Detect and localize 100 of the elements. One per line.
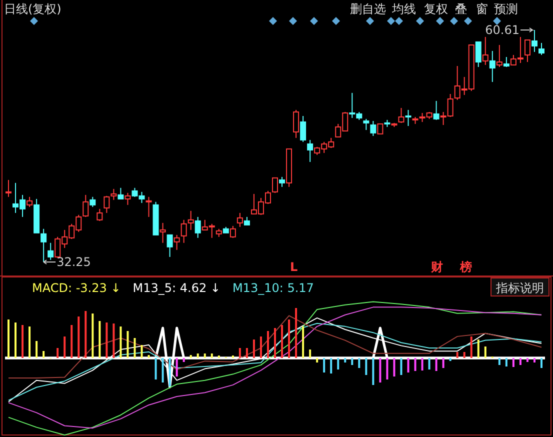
bar bbox=[112, 324, 115, 358]
bar bbox=[92, 314, 94, 358]
bar bbox=[421, 358, 424, 370]
bar bbox=[505, 358, 508, 366]
bar bbox=[477, 340, 480, 358]
text: M13_10: 5.17 bbox=[232, 281, 314, 295]
annotation: L bbox=[290, 260, 298, 274]
bar bbox=[28, 326, 31, 358]
candlestick bbox=[496, 44, 502, 68]
candlestick bbox=[160, 222, 166, 244]
text: 均线 bbox=[391, 2, 416, 16]
candlestick bbox=[48, 242, 54, 260]
bar bbox=[266, 331, 269, 358]
candlestick bbox=[166, 234, 173, 258]
candlestick bbox=[110, 188, 117, 200]
bar bbox=[449, 358, 452, 361]
bar bbox=[22, 325, 24, 358]
candlestick bbox=[503, 56, 510, 68]
bar bbox=[252, 340, 255, 358]
candlestick bbox=[475, 41, 482, 68]
candlestick bbox=[405, 109, 412, 126]
bar bbox=[386, 358, 388, 380]
bar bbox=[134, 338, 136, 358]
candlestick bbox=[174, 234, 180, 250]
bar bbox=[168, 358, 171, 386]
candlestick bbox=[370, 120, 376, 136]
candlestick bbox=[188, 210, 194, 230]
bar bbox=[365, 358, 368, 375]
candlestick bbox=[377, 123, 384, 134]
candlestick bbox=[6, 179, 12, 198]
candlestick bbox=[180, 219, 187, 244]
bar bbox=[393, 358, 396, 376]
candlestick bbox=[194, 216, 201, 238]
bar bbox=[98, 321, 101, 358]
text: 窗 bbox=[476, 2, 488, 16]
candlestick bbox=[96, 208, 103, 222]
candlestick bbox=[82, 194, 89, 218]
bar bbox=[463, 352, 466, 358]
bar bbox=[372, 358, 374, 385]
bar bbox=[435, 358, 438, 371]
candlestick bbox=[104, 195, 110, 214]
bar bbox=[182, 358, 185, 362]
bar bbox=[106, 322, 108, 358]
bar bbox=[78, 316, 80, 358]
bar bbox=[316, 358, 318, 362]
bar bbox=[120, 326, 122, 358]
candlestick bbox=[398, 107, 404, 124]
text: MACD: -3.23 ↓ bbox=[32, 281, 121, 295]
candlestick bbox=[118, 187, 124, 200]
annotation: 32.25 bbox=[56, 255, 91, 269]
bar bbox=[246, 348, 248, 358]
annotation: 60.61 bbox=[485, 23, 520, 37]
bar bbox=[36, 341, 38, 358]
bar bbox=[519, 358, 522, 365]
bar bbox=[70, 325, 73, 358]
bar bbox=[414, 358, 416, 371]
bar bbox=[456, 352, 458, 358]
bar bbox=[176, 358, 178, 376]
bar bbox=[358, 358, 360, 368]
candlestick bbox=[307, 139, 314, 162]
candlestick bbox=[300, 115, 306, 142]
candlestick bbox=[40, 228, 47, 262]
bar bbox=[295, 308, 298, 358]
annotation: 榜 bbox=[459, 260, 472, 274]
annotation: 财 bbox=[430, 260, 443, 274]
bar bbox=[140, 345, 143, 358]
bar bbox=[442, 358, 444, 368]
bar bbox=[484, 346, 486, 358]
bar bbox=[84, 311, 87, 358]
text: 指标说明 bbox=[495, 281, 544, 295]
bar bbox=[498, 358, 500, 365]
bar bbox=[428, 358, 430, 370]
candlestick bbox=[482, 36, 488, 66]
candlestick bbox=[489, 50, 496, 82]
text: M13_5: 4.62 ↓ bbox=[132, 281, 220, 295]
bar bbox=[238, 348, 241, 358]
text: 删自选 bbox=[350, 2, 386, 16]
candlestick bbox=[538, 42, 544, 56]
candlestick bbox=[363, 118, 370, 130]
bar bbox=[14, 322, 17, 358]
candlestick bbox=[124, 192, 131, 206]
bar bbox=[281, 325, 284, 358]
bar bbox=[64, 336, 66, 358]
bar bbox=[351, 358, 354, 365]
candlestick bbox=[272, 177, 278, 194]
candlestick bbox=[531, 30, 538, 52]
bar bbox=[204, 354, 206, 358]
bar bbox=[379, 358, 382, 382]
bar bbox=[309, 350, 312, 358]
bar bbox=[274, 328, 276, 358]
bar bbox=[42, 351, 45, 358]
bar bbox=[56, 348, 59, 358]
bar bbox=[8, 320, 10, 358]
bar bbox=[260, 336, 262, 358]
candlestick bbox=[524, 39, 530, 62]
candlestick bbox=[90, 196, 96, 208]
bar bbox=[540, 358, 542, 368]
bar bbox=[337, 358, 340, 370]
bar bbox=[533, 358, 536, 362]
candlestick bbox=[236, 212, 243, 228]
